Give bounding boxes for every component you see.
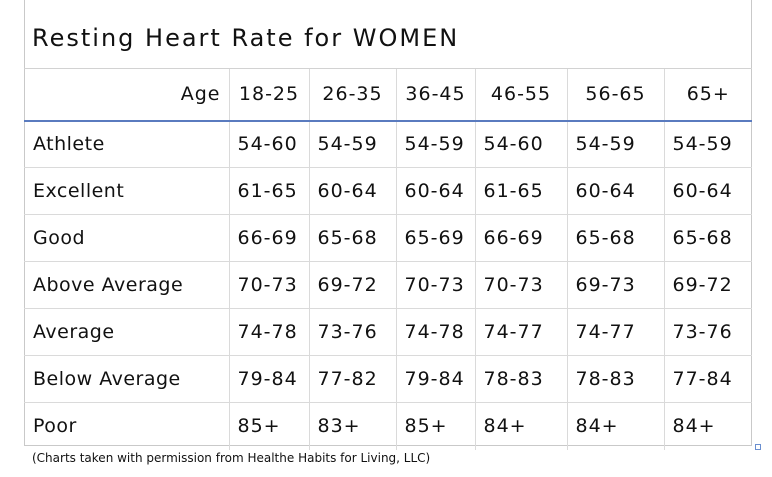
table-cell: 73-76 (308, 308, 396, 356)
table-cell: 74-78 (228, 308, 309, 356)
table-cell: 73-76 (663, 308, 752, 356)
table-cell: 66-69 (228, 214, 309, 262)
table-cell: 54-60 (228, 120, 309, 168)
row-label: Below Average (24, 355, 229, 403)
column-header-65-plus: 65+ (663, 68, 752, 122)
table-cell: 60-64 (395, 167, 475, 215)
table-cell: 74-77 (474, 308, 567, 356)
table-cell: 70-73 (228, 261, 309, 309)
table-cell: 70-73 (474, 261, 567, 309)
table-row: Excellent 61-65 60-64 60-64 61-65 60-64 60-64 (24, 167, 752, 215)
row-label: Excellent (24, 167, 229, 215)
table-cell: 65-68 (308, 214, 396, 262)
table-cell: 78-83 (566, 355, 664, 403)
table-cell: 65-68 (663, 214, 752, 262)
table-cell: 84+ (566, 402, 664, 450)
column-header-26-35: 26-35 (308, 68, 396, 122)
row-label: Average (24, 308, 229, 356)
table-cell: 54-59 (663, 120, 752, 168)
table-cell: 65-68 (566, 214, 664, 262)
table-cell: 77-84 (663, 355, 752, 403)
table-cell: 54-60 (474, 120, 567, 168)
row-label: Athlete (24, 120, 229, 168)
table-cell: 54-59 (395, 120, 475, 168)
heart-rate-table: Age 18-25 26-35 36-45 46-55 56-65 65+ At… (24, 68, 752, 450)
table-cell: 69-72 (308, 261, 396, 309)
table-cell: 84+ (474, 402, 567, 450)
table-cell: 79-84 (395, 355, 475, 403)
table-row: Below Average 79-84 77-82 79-84 78-83 78-83 77… (24, 355, 752, 403)
table-cell: 65-69 (395, 214, 475, 262)
table-cell: 60-64 (566, 167, 664, 215)
column-header-56-65: 56-65 (566, 68, 664, 122)
row-label: Above Average (24, 261, 229, 309)
table-row: Athlete 54-60 54-59 54-59 54-60 54-59 54-59 (24, 120, 752, 168)
table-cell: 54-59 (308, 120, 396, 168)
chart-title: Resting Heart Rate for WOMEN (32, 24, 460, 52)
table-cell: 79-84 (228, 355, 309, 403)
row-label: Poor (24, 402, 229, 450)
table-cell: 66-69 (474, 214, 567, 262)
table-cell: 60-64 (308, 167, 396, 215)
table-cell: 61-65 (228, 167, 309, 215)
table-cell: 84+ (663, 402, 752, 450)
column-header-46-55: 46-55 (474, 68, 567, 122)
footnote: (Charts taken with permission from Healt… (32, 451, 431, 465)
table-cell: 70-73 (395, 261, 475, 309)
table-cell: 61-65 (474, 167, 567, 215)
column-header-18-25: 18-25 (228, 68, 309, 122)
column-header-36-45: 36-45 (395, 68, 475, 122)
table-row: Poor 85+ 83+ 85+ 84+ 84+ 84+ (24, 402, 752, 450)
table-cell: 83+ (308, 402, 396, 450)
table-cell: 54-59 (566, 120, 664, 168)
table-cell: 69-73 (566, 261, 664, 309)
column-header-age: Age (24, 68, 229, 122)
table-cell: 74-77 (566, 308, 664, 356)
table-cell: 74-78 (395, 308, 475, 356)
table-cell: 77-82 (308, 355, 396, 403)
table-row: Average 74-78 73-76 74-78 74-77 74-77 73-76 (24, 308, 752, 356)
table-cell: 85+ (395, 402, 475, 450)
table-cell: 69-72 (663, 261, 752, 309)
table-cell: 85+ (228, 402, 309, 450)
table-cell: 78-83 (474, 355, 567, 403)
table-row: Good 66-69 65-68 65-69 66-69 65-68 65-68 (24, 214, 752, 262)
table-cell: 60-64 (663, 167, 752, 215)
resize-handle[interactable] (755, 444, 761, 450)
table-row: Above Average 70-73 69-72 70-73 70-73 69-73 69… (24, 261, 752, 309)
header-row: Age 18-25 26-35 36-45 46-55 56-65 65+ (24, 68, 752, 122)
row-label: Good (24, 214, 229, 262)
